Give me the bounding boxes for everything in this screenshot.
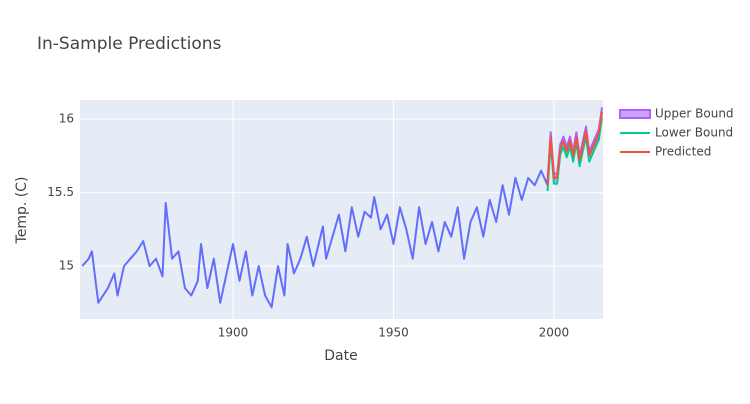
legend-label: Upper Bound (655, 107, 734, 121)
x-tick-label: 1950 (378, 326, 409, 340)
chart-title: In-Sample Predictions (37, 34, 222, 54)
grid (80, 100, 603, 319)
y-axis-title: Temp. (C) (14, 177, 30, 245)
plot-area (80, 100, 603, 319)
y-tick-label: 15 (59, 259, 74, 273)
y-tick-label: 15.5 (47, 185, 74, 199)
legend-swatch (619, 109, 651, 119)
x-tick-label: 2000 (539, 326, 570, 340)
legend: Upper Bound Lower Bound Predicted (619, 107, 734, 159)
legend-label: Lower Bound (655, 126, 733, 140)
x-tick-label: 1900 (218, 326, 249, 340)
x-axis-title: Date (324, 348, 357, 364)
plot (81, 107, 603, 309)
series-line (546, 111, 603, 186)
legend-label: Predicted (655, 145, 711, 159)
y-tick-label: 16 (59, 112, 74, 126)
